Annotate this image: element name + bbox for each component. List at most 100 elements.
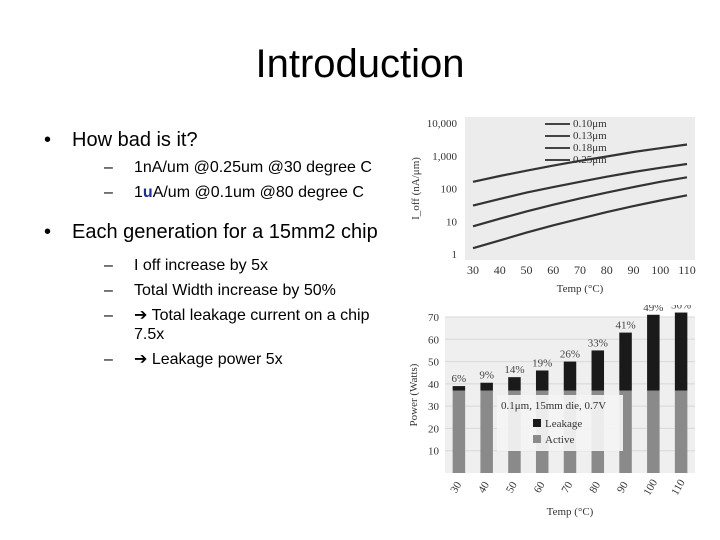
series-line — [472, 143, 688, 183]
bullet-marker: • — [44, 129, 52, 151]
x-tick-label: 90 — [628, 263, 640, 277]
sub-bullet-text: ➔ Leakage power 5x — [134, 351, 283, 368]
sub-bullet: – 1nA/um @0.25um @30 degree C — [72, 158, 400, 177]
x-tick-label: 30 — [467, 263, 479, 277]
x-tick-label: 40 — [476, 479, 492, 495]
bullet-text: How bad is it? — [72, 129, 198, 151]
data-label: 14% — [504, 364, 524, 376]
x-tick-label: 50 — [504, 479, 520, 495]
bullet-each-generation: • Each generation for a 15mm2 chip – I o… — [40, 220, 400, 369]
bar-active — [674, 390, 688, 473]
x-tick-label: 60 — [532, 479, 548, 495]
bullet-text: Each generation for a 15mm2 chip — [72, 221, 378, 243]
y-axis-label: Power (Watts) — [408, 363, 420, 426]
dash-marker: – — [104, 351, 113, 368]
sub-bullet-text: Total Width increase by 50% — [134, 282, 336, 299]
slide-title: Introduction — [255, 42, 465, 86]
x-tick-label: 110 — [678, 263, 696, 277]
power-bar-chart: 10 20 30 40 50 60 70 6% 30 9% 40 14% 50 19% 60 26% 70 33%… — [405, 305, 705, 520]
sub-bullet-text: 1 — [134, 184, 143, 201]
y-tick-label: 1 — [452, 249, 458, 261]
bar-leakage — [535, 370, 549, 391]
sub-bullet-text: A/um @0.1um @80 degree C — [152, 184, 364, 201]
x-tick-label: 110 — [669, 477, 688, 497]
data-label: 41% — [615, 320, 635, 332]
y-tick-label: 20 — [428, 423, 440, 435]
data-label: 19% — [532, 357, 552, 369]
sub-bullet: – Total Width increase by 50% — [72, 281, 400, 300]
legend-label: 0.13μm — [573, 130, 607, 142]
y-tick-label: 1,000 — [432, 151, 457, 163]
dash-marker: – — [104, 307, 113, 324]
legend-box — [497, 395, 623, 451]
series-line — [472, 194, 688, 250]
data-label: 33% — [588, 337, 608, 349]
series-line — [472, 162, 688, 207]
y-tick-label: 30 — [428, 401, 440, 413]
bar-active — [452, 390, 466, 473]
sub-bullet-text: A/um @0.25um @30 degree C — [151, 159, 372, 176]
bar-leakage — [563, 361, 577, 391]
bar-leakage — [508, 377, 521, 391]
y-tick-label: 60 — [428, 334, 440, 346]
sub-bullet: – I off increase by 5x — [72, 256, 400, 275]
legend-swatch — [533, 419, 541, 427]
legend-label: Leakage — [545, 418, 582, 430]
dash-marker: – — [104, 159, 113, 176]
y-axis-label: I_off (nA/μm) — [410, 157, 422, 220]
bar-leakage — [647, 314, 660, 391]
x-tick-label: 40 — [494, 263, 506, 277]
dash-marker: – — [104, 257, 113, 274]
data-label: 56% — [671, 305, 691, 312]
legend-label: 0.25μm — [573, 154, 607, 166]
x-tick-label: 80 — [587, 479, 603, 495]
plot-area — [465, 117, 695, 260]
sub-bullet-text: ➔ Total leakage current on a chip 7.5x — [134, 307, 370, 343]
sub-bullet-text: I off increase by 5x — [134, 257, 268, 274]
x-tick-label: 30 — [448, 479, 464, 495]
x-tick-label: 80 — [601, 263, 613, 277]
sub-bullet-text: 1n — [134, 159, 152, 176]
data-label: 26% — [560, 349, 580, 361]
legend-label: 0.18μm — [573, 142, 607, 154]
data-label: 6% — [452, 373, 467, 385]
bar-active — [480, 390, 493, 473]
bar-leakage — [674, 312, 688, 391]
x-tick-label: 100 — [641, 477, 660, 498]
bar-leakage — [591, 350, 605, 391]
y-tick-label: 70 — [428, 312, 440, 324]
bar-leakage — [452, 386, 466, 391]
bar-leakage — [480, 382, 493, 391]
legend-label: 0.10μm — [573, 118, 607, 130]
x-tick-label: 90 — [615, 479, 631, 495]
x-axis-label: Temp (°C) — [557, 283, 604, 295]
sub-bullet: – 1uA/um @0.1um @80 degree C — [72, 183, 400, 202]
x-tick-label: 70 — [559, 479, 575, 495]
bullet-marker: • — [44, 221, 52, 243]
sub-bullet: – ➔ Leakage power 5x — [72, 350, 400, 369]
series-line — [472, 176, 688, 228]
highlighted-unit: u — [142, 184, 153, 201]
legend-swatch — [533, 435, 541, 443]
y-tick-label: 10,000 — [427, 118, 458, 130]
x-tick-label: 50 — [521, 263, 533, 277]
bullet-list: • How bad is it? – 1nA/um @0.25um @30 de… — [40, 128, 400, 387]
data-label: 9% — [479, 370, 494, 382]
y-tick-label: 10 — [446, 216, 458, 228]
y-tick-label: 40 — [428, 379, 440, 391]
y-tick-label: 10 — [428, 446, 440, 458]
dash-marker: – — [104, 184, 113, 201]
x-tick-label: 100 — [651, 263, 669, 277]
x-axis-label: Temp (°C) — [547, 506, 594, 518]
bullet-how-bad: • How bad is it? – 1nA/um @0.25um @30 de… — [40, 128, 400, 202]
y-tick-label: 100 — [441, 184, 458, 196]
x-tick-label: 60 — [547, 263, 559, 277]
sub-bullet: – ➔ Total leakage current on a chip 7.5x — [72, 306, 400, 344]
chart-annotation: 0.1μm, 15mm die, 0.7V — [501, 400, 606, 412]
bar-leakage — [619, 332, 632, 391]
dash-marker: – — [104, 282, 113, 299]
x-tick-label: 70 — [574, 263, 586, 277]
data-label: 49% — [643, 305, 663, 314]
y-tick-label: 50 — [428, 357, 440, 369]
